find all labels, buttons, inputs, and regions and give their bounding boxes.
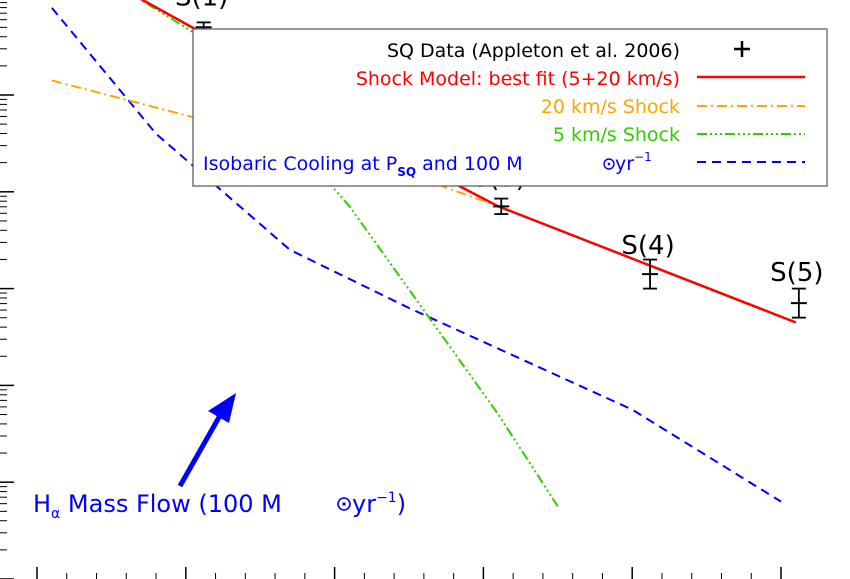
annotation-text-h: H — [33, 490, 51, 518]
series-line-4 — [51, 7, 782, 503]
legend-isobaric-a: Isobaric Cooling at P — [203, 153, 397, 175]
sun-symbol-dot — [342, 502, 346, 506]
annotation-text: Hα Mass Flow (100 M — [33, 490, 282, 522]
legend: SQ Data (Appleton et al. 2006) Shock Mod… — [192, 28, 828, 187]
legend-label-isobaric: Isobaric Cooling at PSQ and 100 M — [203, 153, 523, 179]
legend-sun-symbol-ring — [603, 158, 615, 170]
point-label: S(1) — [175, 0, 228, 12]
series-line-3 — [139, 0, 559, 507]
annotation-sup: −1 — [376, 490, 397, 506]
annotation-end: ) — [397, 490, 406, 518]
legend-sun-symbol-dot — [607, 162, 611, 166]
annotation-arrow-shaft — [177, 410, 225, 488]
legend-isobaric-yr: yr — [615, 153, 634, 175]
legend-label-best-fit: Shock Model: best fit (5+20 km/s) — [356, 68, 680, 90]
annotation-text-tail: yr−1) — [352, 490, 406, 518]
legend-label-sq-data: SQ Data (Appleton et al. 2006) — [387, 40, 680, 62]
annotation-text-mid: Mass Flow (100 M — [60, 490, 282, 518]
axes — [0, 2, 782, 579]
point-label: S(4) — [621, 231, 674, 261]
legend-label-20kms: 20 km/s Shock — [541, 96, 680, 118]
annotation-arrow-head — [208, 393, 236, 423]
legend-label-5kms: 5 km/s Shock — [553, 124, 680, 146]
legend-box — [192, 28, 828, 187]
legend-label-isobaric-tail: yr−1 — [615, 150, 652, 175]
legend-isobaric-sup: −1 — [634, 150, 652, 164]
legend-isobaric-sub: SQ — [397, 165, 416, 179]
annotation-tail: yr — [352, 490, 376, 518]
point-label: S(5) — [770, 258, 823, 288]
annotation: Hα Mass Flow (100 M yr−1) — [33, 393, 406, 522]
sun-symbol-ring — [337, 497, 351, 511]
annotation-text-sub: α — [51, 506, 60, 522]
legend-isobaric-b: and 100 M — [416, 153, 523, 175]
